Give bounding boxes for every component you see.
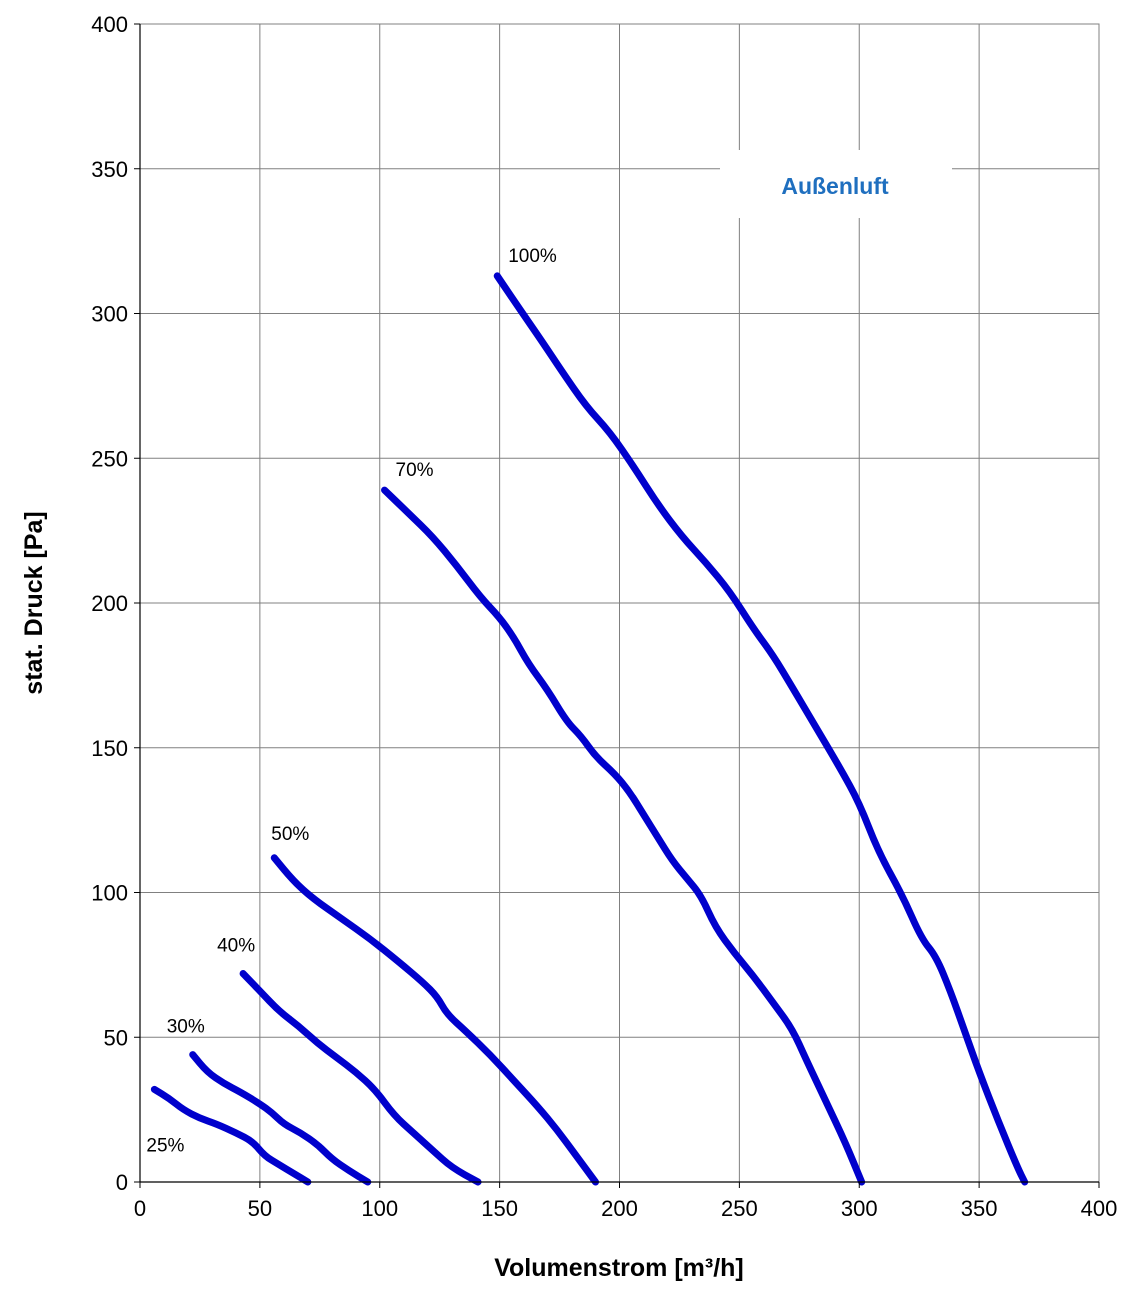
x-tick-label: 250: [721, 1196, 758, 1221]
y-tick-label: 50: [104, 1025, 128, 1050]
x-tick-label: 350: [961, 1196, 998, 1221]
axis-frame: [134, 23, 1100, 1188]
y-tick-label: 250: [91, 446, 128, 471]
y-tick-label: 200: [91, 591, 128, 616]
series-label-40pct: 40%: [217, 936, 255, 957]
x-tick-label: 100: [361, 1196, 398, 1221]
y-axis-title: stat. Druck [Pa]: [20, 511, 48, 694]
y-tick-label: 0: [116, 1170, 128, 1195]
series-line-40pct: [239, 970, 482, 1186]
series-line-30pct: [189, 1051, 372, 1186]
x-tick-label: 50: [248, 1196, 272, 1221]
x-axis-title: Volumenstrom [m³/h]: [494, 1254, 744, 1282]
y-tick-labels: 0 50 100 150 200 250 300 350 400: [91, 12, 128, 1195]
series-label-70pct: 70%: [396, 460, 434, 481]
series-label-25pct: 25%: [146, 1135, 184, 1156]
x-tick-label: 200: [601, 1196, 638, 1221]
x-tick-label: 150: [481, 1196, 518, 1221]
series-line-70pct: [381, 486, 866, 1186]
y-tick-label: 400: [91, 12, 128, 37]
annotation-box: Außenluft: [720, 150, 952, 218]
series-lines: [150, 272, 1029, 1186]
x-tick-label: 300: [841, 1196, 878, 1221]
series-label-50pct: 50%: [271, 824, 309, 845]
annotation-background: [720, 150, 952, 218]
x-tick-label: 400: [1081, 1196, 1118, 1221]
y-tick-label: 350: [91, 157, 128, 182]
series-line-50pct: [270, 854, 600, 1186]
series-line-25pct: [150, 1085, 312, 1186]
series-label-100pct: 100%: [508, 246, 557, 267]
annotation-text: Außenluft: [781, 173, 889, 199]
y-tick-label: 150: [91, 736, 128, 761]
series-line-100pct: [493, 272, 1029, 1186]
y-tick-label: 100: [91, 881, 128, 906]
series-label-30pct: 30%: [167, 1017, 205, 1038]
y-tick-label: 300: [91, 302, 128, 327]
series-labels: 25% 30% 40% 50% 70% 100%: [146, 246, 557, 1156]
x-tick-label: 0: [134, 1196, 146, 1221]
x-tick-labels: 0 50 100 150 200 250 300 350 400: [134, 1196, 1117, 1221]
